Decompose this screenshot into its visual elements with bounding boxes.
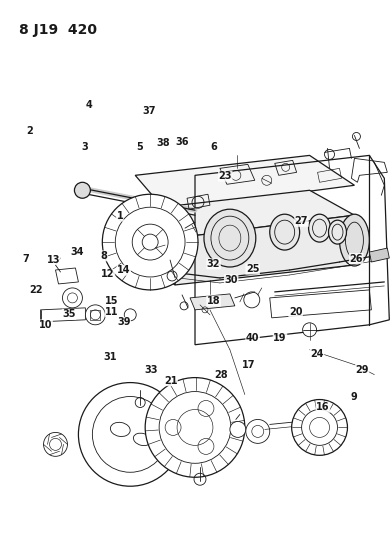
Ellipse shape [270,214,299,250]
Polygon shape [175,215,354,285]
Text: 12: 12 [102,270,115,279]
Text: 35: 35 [62,309,76,319]
Text: 20: 20 [289,306,302,317]
Text: 13: 13 [47,255,60,264]
Circle shape [244,292,260,308]
Circle shape [85,305,105,325]
Circle shape [246,419,270,443]
Text: 34: 34 [70,247,83,256]
Ellipse shape [328,220,347,244]
Circle shape [62,288,82,308]
Text: 31: 31 [103,352,117,362]
Circle shape [78,383,182,486]
Ellipse shape [339,214,369,266]
Text: 15: 15 [105,296,119,306]
Text: 33: 33 [144,365,158,375]
Text: 32: 32 [207,259,220,269]
Text: 27: 27 [295,216,308,227]
Text: 8 J19  420: 8 J19 420 [19,23,97,37]
Text: 19: 19 [273,333,287,343]
Text: 39: 39 [117,317,131,327]
Text: 38: 38 [156,138,170,148]
Text: 16: 16 [316,402,330,412]
Circle shape [124,309,136,321]
Text: 9: 9 [351,392,358,402]
Polygon shape [369,248,389,262]
Text: 36: 36 [176,136,189,147]
Text: 23: 23 [219,171,232,181]
Ellipse shape [127,214,153,262]
Text: 25: 25 [246,264,260,274]
Text: 11: 11 [105,306,119,317]
Circle shape [74,182,91,198]
Text: 37: 37 [142,107,156,116]
Polygon shape [135,156,354,210]
Polygon shape [190,294,235,310]
Circle shape [292,400,347,455]
Text: 28: 28 [214,370,228,381]
Text: 40: 40 [246,333,260,343]
Ellipse shape [204,209,256,267]
Text: 21: 21 [164,376,177,386]
Text: 4: 4 [85,100,92,109]
Text: 24: 24 [310,349,324,359]
Text: 14: 14 [117,265,131,275]
Ellipse shape [309,214,330,242]
Text: 1: 1 [116,211,123,221]
Circle shape [102,194,198,290]
Text: 10: 10 [39,320,53,330]
Circle shape [230,422,246,438]
Circle shape [145,377,245,477]
Text: 22: 22 [29,285,43,295]
Text: 8: 8 [101,251,108,261]
Text: 2: 2 [27,126,33,136]
Polygon shape [135,190,354,238]
Text: 7: 7 [23,254,29,263]
Text: 26: 26 [349,254,363,263]
Text: 30: 30 [224,275,238,285]
Circle shape [303,323,317,337]
Text: 29: 29 [355,365,369,375]
Polygon shape [135,210,175,285]
Circle shape [44,432,67,456]
Text: 6: 6 [210,142,217,152]
Text: 18: 18 [207,296,220,306]
Text: 17: 17 [242,360,256,370]
Text: 5: 5 [136,142,143,152]
Text: 3: 3 [81,142,88,152]
